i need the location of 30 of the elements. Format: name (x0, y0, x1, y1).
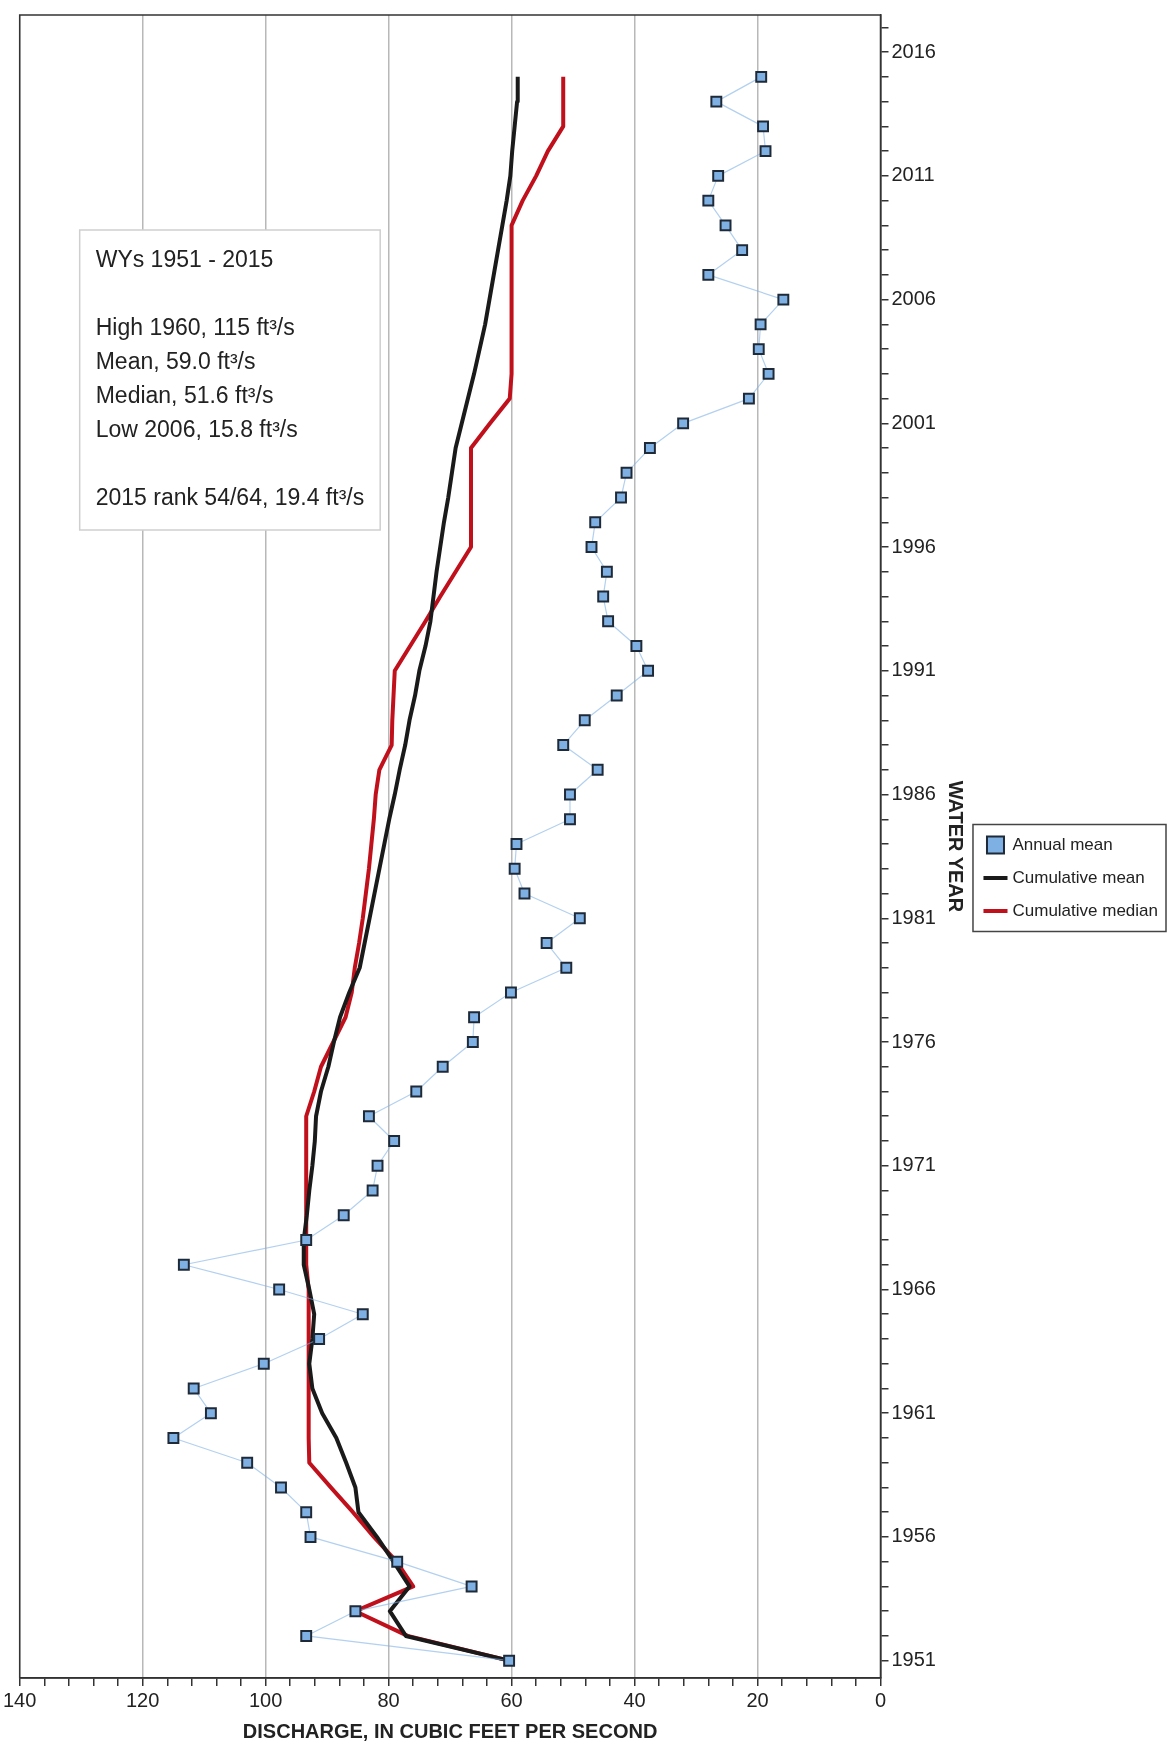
y-tick-label: 1991 (891, 658, 936, 681)
x-tick-label: 120 (125, 1688, 160, 1711)
legend-label: Cumulative median (1012, 900, 1158, 920)
y-tick-label: 1961 (891, 1400, 936, 1423)
x-tick-label: 80 (377, 1688, 400, 1711)
x-tick-label: 60 (500, 1688, 523, 1711)
x-tick-label: 40 (623, 1688, 646, 1711)
y-tick-label: 2011 (891, 163, 935, 186)
legend-label: Cumulative mean (1012, 867, 1145, 887)
y-tick-label: 2006 (891, 287, 936, 310)
x-axis-title: DISCHARGE, IN CUBIC FEET PER SECOND (242, 1719, 658, 1742)
y-tick-label: 1966 (891, 1276, 936, 1299)
y-tick-label: 1976 (891, 1029, 936, 1052)
y-tick-label: 1956 (891, 1524, 936, 1547)
y-tick-label: 1981 (891, 905, 936, 928)
annotation: WYs 1951 - 2015 (95, 246, 274, 273)
annotation: High 1960, 115 ft³/s Mean, 59.0 ft³/s Median, 51.6 ft³/s Low 2006, 15.8 ft³/s (95, 314, 298, 443)
y-tick-label: 1986 (891, 782, 936, 805)
y-tick-label: 2001 (891, 410, 936, 433)
y-axis-title: WATER YEAR (945, 780, 968, 913)
x-tick-label: 100 (248, 1688, 283, 1711)
y-tick-label: 1951 (891, 1648, 936, 1671)
annotation: 2015 rank 54/64, 19.4 ft³/s (95, 484, 365, 511)
legend-label: Annual mean (1012, 834, 1113, 854)
x-tick-label: 20 (746, 1688, 769, 1711)
x-tick-label: 140 (3, 1688, 37, 1711)
y-tick-label: 2016 (891, 39, 936, 62)
x-tick-label: 0 (874, 1688, 887, 1711)
y-tick-label: 1996 (891, 534, 936, 557)
y-tick-label: 1971 (891, 1153, 936, 1176)
